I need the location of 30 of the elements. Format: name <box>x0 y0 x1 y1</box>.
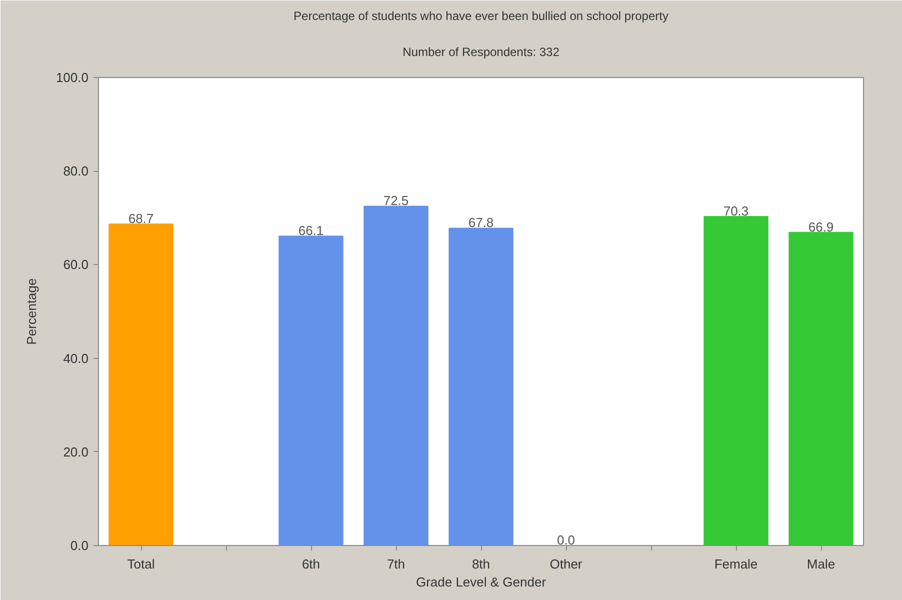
x-tick-label: Male <box>806 556 836 572</box>
data-label: 70.3 <box>723 203 749 218</box>
bar <box>364 206 428 546</box>
data-label: 67.8 <box>468 215 494 230</box>
x-tick-label: 8th <box>472 556 490 572</box>
data-label: 68.7 <box>128 210 154 226</box>
data-label: 0.0 <box>556 532 576 548</box>
chart-title: Percentage of students who have ever been bullied on school property <box>294 9 668 23</box>
x-tick-label: Female <box>714 556 758 572</box>
bar <box>108 223 174 546</box>
bar <box>278 236 344 546</box>
y-tick-label: 20.0 <box>63 444 89 460</box>
x-axis-title: Grade Level & Gender <box>416 574 547 590</box>
x-tick-label: 7th <box>386 556 406 572</box>
y-tick-label: 40.0 <box>63 350 89 366</box>
bar <box>788 232 854 546</box>
data-label: 72.5 <box>383 193 409 208</box>
bar <box>448 228 514 546</box>
y-tick-label: 80.0 <box>63 164 89 179</box>
y-axis-title: Percentage <box>24 278 39 345</box>
data-label: 66.9 <box>808 219 834 234</box>
y-tick-label: 100.0 <box>56 70 89 85</box>
y-tick-label: 0.0 <box>70 538 89 553</box>
x-tick-label: Total <box>127 556 155 572</box>
x-tick-label: Other <box>550 556 583 572</box>
chart-subtitle: Number of Respondents: 332 <box>402 45 560 59</box>
x-tick-label: 6th <box>302 556 320 572</box>
data-label: 66.1 <box>298 223 324 238</box>
y-tick-label: 60.0 <box>63 257 89 272</box>
bar <box>704 216 768 546</box>
